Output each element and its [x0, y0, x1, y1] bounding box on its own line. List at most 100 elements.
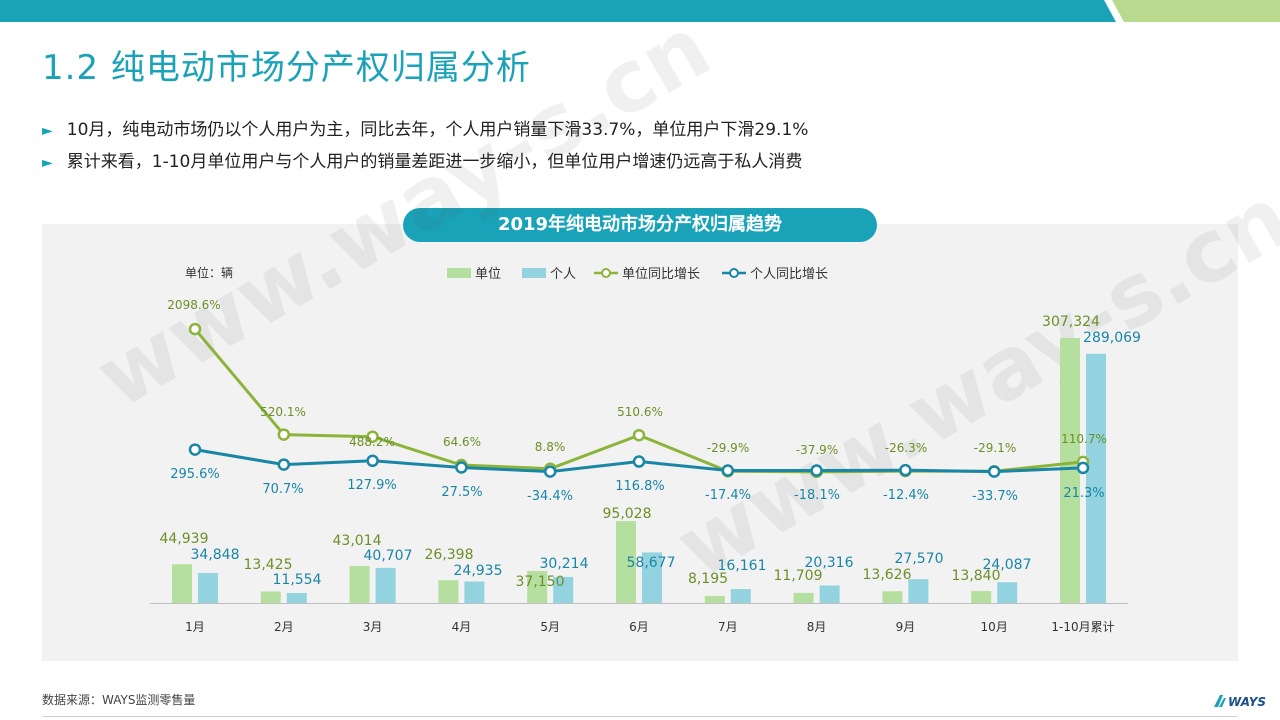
line-unit-data-label: -26.3%	[885, 441, 927, 455]
bar-unit	[882, 591, 903, 603]
x-tick-label: 7月	[718, 620, 738, 634]
bar-unit	[793, 592, 814, 603]
line-unit-data-label: 520.1%	[260, 405, 306, 419]
line-personal-point	[543, 465, 557, 478]
line-unit-point	[277, 428, 291, 441]
bar-personal-data-label: 20,316	[805, 555, 854, 571]
bar-unit-data-label: 26,398	[425, 547, 474, 563]
line-personal-data-label: 21.3%	[1063, 486, 1104, 501]
line-unit-data-label: 488.2%	[349, 435, 395, 449]
bar-personal	[642, 552, 662, 603]
line-unit-data-label: -37.9%	[796, 443, 838, 457]
legend-swatch	[447, 268, 471, 278]
bullet-list: ► 10月，纯电动市场仍以个人用户为主，同比去年，个人用户销量下滑33.7%，单位…	[42, 116, 808, 180]
bar-unit-data-label: 43,014	[333, 533, 382, 549]
bullet-text: 10月，纯电动市场仍以个人用户为主，同比去年，个人用户销量下滑33.7%，单位用…	[66, 120, 809, 140]
line-personal-point	[188, 443, 202, 456]
chart-title: 2019年纯电动市场分产权归属趋势	[403, 208, 877, 242]
legend-label: 个人	[550, 267, 576, 282]
bar-unit	[349, 565, 370, 603]
bar-personal-data-label: 40,707	[364, 548, 413, 564]
line-personal-data-label: 70.7%	[262, 482, 303, 497]
bar-personal-data-label: 30,214	[540, 556, 589, 572]
bar-unit	[260, 591, 281, 603]
bar-unit	[172, 564, 192, 603]
bar-personal	[198, 572, 218, 603]
line-personal-point	[1076, 461, 1090, 475]
x-tick-label: 4月	[452, 620, 472, 634]
svg-text:WAYS: WAYS	[1228, 695, 1266, 709]
chart-panel	[42, 224, 1238, 661]
x-tick-label: 2月	[274, 620, 294, 634]
line-personal-data-label: -34.4%	[527, 489, 573, 504]
bar-unit-data-label: 11,709	[774, 568, 823, 584]
line-personal-point	[277, 458, 291, 471]
bar-unit-data-label: 44,939	[160, 531, 209, 547]
triangle-bullet-icon: ►	[42, 123, 53, 139]
line-personal-point	[721, 464, 735, 477]
line-unit-point	[366, 430, 379, 443]
line-unit-data-label: 8.8%	[535, 440, 566, 454]
line-personal-data-label: 27.5%	[441, 485, 482, 500]
bar-personal	[1086, 353, 1106, 603]
line-personal-data-label: 127.9%	[347, 478, 397, 493]
watermark-text: www.way-s.cn	[81, 0, 727, 428]
bar-unit	[616, 521, 636, 603]
bar-personal	[908, 579, 929, 603]
line-personal-point	[899, 463, 912, 477]
footer-divider	[42, 716, 1238, 717]
bar-unit-data-label: 13,425	[244, 557, 293, 573]
bar-personal-data-label: 58,677	[627, 555, 676, 571]
line-personal-data-label: -12.4%	[883, 488, 929, 503]
bar-unit-data-label: 95,028	[603, 506, 652, 522]
bar-unit-data-label: 13,840	[952, 568, 1001, 584]
data-source: 数据来源：WAYS监测零售量	[42, 693, 196, 707]
watermark-text: www.way-s.cn	[661, 167, 1280, 598]
bar-personal-data-label: 27,570	[895, 551, 944, 567]
line-personal-point	[987, 465, 1001, 478]
x-tick-label: 5月	[540, 620, 560, 634]
bar-personal	[819, 585, 840, 603]
x-tick-label: 6月	[629, 620, 649, 634]
x-tick-label: 1月	[185, 620, 205, 634]
legend-marker	[729, 268, 739, 278]
bar-unit-data-label: 307,324	[1042, 314, 1100, 330]
bar-unit-data-label: 13,626	[863, 567, 912, 583]
bar-personal-data-label: 289,069	[1083, 330, 1141, 346]
bar-unit	[527, 570, 548, 603]
line-personal-data-label: 116.8%	[615, 479, 665, 494]
bar-unit-data-label: 37,150	[516, 574, 565, 590]
bullet-text: 累计来看，1-10月单位用户与个人用户的销量差距进一步缩小，但单位用户增速仍远高…	[66, 152, 803, 172]
x-tick-label: 3月	[363, 620, 383, 634]
x-tick-label: 1-10月累计	[1051, 620, 1114, 634]
line-personal-point	[366, 454, 379, 468]
line-unit-data-label: -29.1%	[974, 441, 1016, 455]
line-unit-data-label: 510.6%	[617, 405, 663, 419]
bar-personal-data-label: 16,161	[718, 558, 767, 574]
bar-unit	[438, 580, 459, 603]
bar-unit-data-label: 8,195	[688, 571, 728, 587]
bar-personal	[464, 581, 485, 603]
bar-unit	[1060, 338, 1080, 603]
bar-personal-data-label: 24,087	[983, 557, 1032, 573]
ways-logo: WAYS	[1214, 695, 1266, 709]
unit-label: 单位：辆	[185, 265, 233, 280]
top-banner	[0, 0, 1280, 22]
line-unit-data-label: 110.7%	[1061, 432, 1107, 446]
bar-unit	[704, 595, 725, 603]
line-unit-point	[188, 322, 202, 336]
bar-personal-data-label: 34,848	[191, 547, 240, 563]
page-title: 1.2 纯电动市场分产权归属分析	[42, 48, 531, 88]
line-unit-data-label: -29.9%	[707, 441, 749, 455]
bar-personal	[375, 567, 396, 603]
legend-marker	[601, 268, 611, 278]
legend-label: 单位同比增长	[622, 267, 700, 282]
line-personal-data-label: -33.7%	[972, 489, 1018, 504]
legend-label: 单位	[475, 267, 501, 282]
bullet-item: ► 10月，纯电动市场仍以个人用户为主，同比去年，个人用户销量下滑33.7%，单位…	[42, 116, 808, 148]
line-unit-point	[632, 428, 646, 442]
x-tick-label: 10月	[981, 620, 1008, 634]
bar-personal	[286, 593, 307, 603]
bar-personal	[997, 582, 1018, 603]
